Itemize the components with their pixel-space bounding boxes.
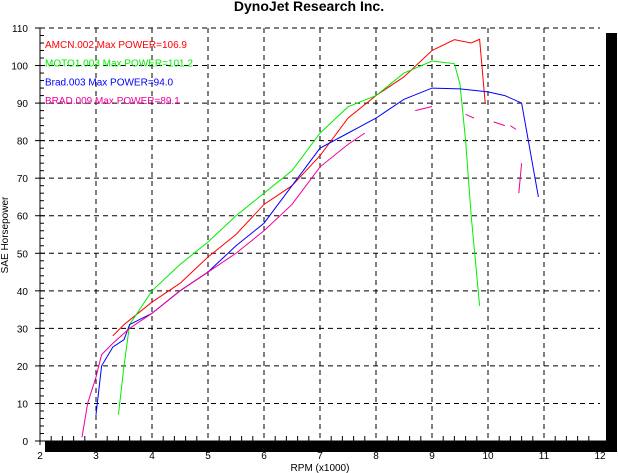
y-tick-label: 70	[17, 174, 29, 185]
y-tick-label: 110	[12, 24, 28, 35]
y-tick-label: 40	[17, 287, 29, 298]
series-line-brad-003	[95, 87, 539, 415]
x-tick-label: 4	[149, 451, 155, 462]
x-tick-label: 2	[37, 451, 43, 462]
series-line-moto1-003	[117, 60, 481, 415]
x-tick-label: 3	[93, 451, 99, 462]
legend-entry: BRAD.009 Max POWER=89.1	[45, 96, 180, 107]
series-line-amcn-002	[112, 38, 486, 337]
x-tick-label: 7	[317, 451, 323, 462]
y-tick-label: 50	[17, 249, 29, 260]
y-tick-label: 100	[11, 62, 28, 73]
series-line-brad-009	[510, 125, 517, 130]
series-line-brad-009	[415, 105, 433, 112]
legend-entry: Brad.003 Max POWER=94.0	[45, 77, 174, 88]
x-tick-label: 5	[205, 451, 211, 462]
y-tick-label: 90	[17, 99, 29, 110]
series-line-brad-009	[465, 113, 475, 119]
series-line-brad-009	[518, 163, 523, 194]
series-line-brad-009	[493, 121, 505, 127]
legend-entry: AMCN.002 Max POWER=106.9	[45, 40, 187, 51]
y-tick-label: 30	[17, 324, 29, 335]
x-tick-label: 9	[429, 451, 435, 462]
y-tick-label: 80	[17, 137, 29, 148]
x-axis-label: RPM (x1000)	[291, 463, 350, 473]
chart-title: DynoJet Research Inc.	[234, 0, 384, 14]
y-tick-label: 20	[17, 362, 29, 373]
y-tick-label: 10	[17, 399, 29, 410]
y-tick-label: 60	[17, 212, 29, 223]
x-tick-label: 11	[539, 451, 550, 462]
y-tick-label: 0	[22, 437, 28, 448]
x-tick-label: 10	[482, 451, 494, 462]
series-line-brad-009	[81, 132, 366, 438]
x-tick-label: 8	[373, 451, 379, 462]
x-tick-label: 6	[261, 451, 267, 462]
y-axis-label: SAE Horsepower	[0, 196, 11, 273]
legend-entry: MOTO1.003 Max POWER=101.2	[45, 59, 193, 70]
plot-area	[40, 28, 606, 441]
x-tick-label: 12	[594, 451, 606, 462]
